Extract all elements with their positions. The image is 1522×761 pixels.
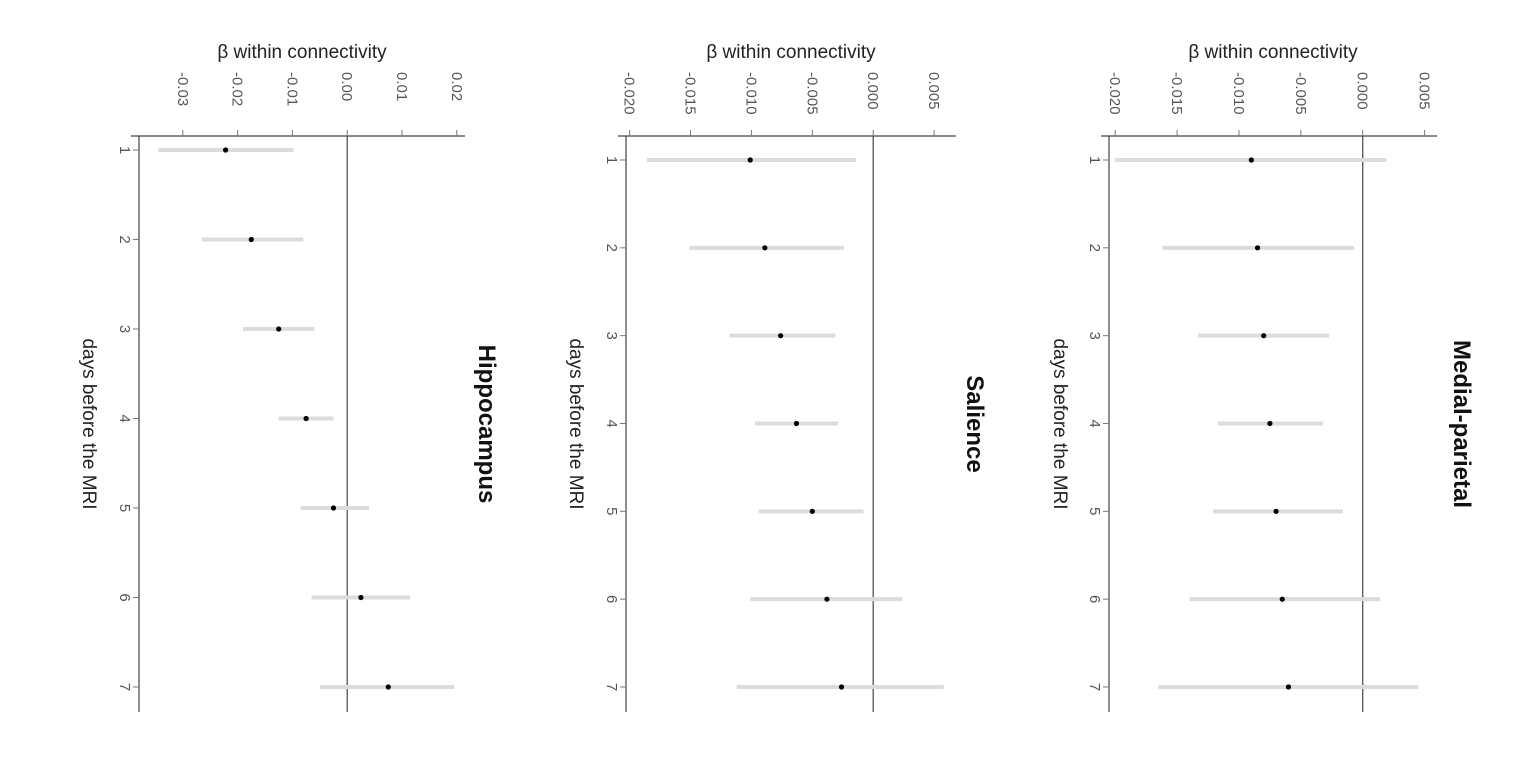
estimate-point <box>809 508 815 514</box>
value-tick-label: 0.005 <box>1416 72 1433 110</box>
estimate-point <box>1279 596 1285 602</box>
category-tick-label: 2 <box>116 235 133 243</box>
value-axis-title: β within connectivity <box>217 42 387 63</box>
category-tick-label: 7 <box>603 683 620 691</box>
estimate-point <box>330 505 337 511</box>
category-tick-label: 3 <box>116 325 133 333</box>
category-axis-title: days before the MRI <box>565 338 586 509</box>
panel-title: Hippocampus <box>473 345 500 504</box>
category-tick-label: 1 <box>116 146 133 154</box>
category-tick-label: 5 <box>603 507 620 515</box>
category-tick-label: 6 <box>116 593 133 601</box>
value-tick-label: -0.02 <box>229 72 246 106</box>
value-tick-label: 0.00 <box>338 72 355 101</box>
value-tick-label: 0.005 <box>925 72 942 110</box>
category-tick-label: 4 <box>603 419 620 427</box>
category-tick-label: 3 <box>1086 331 1103 339</box>
estimate-point <box>1254 245 1261 251</box>
estimate-point <box>1267 420 1273 427</box>
estimate-point <box>385 684 391 690</box>
estimate-point <box>838 684 845 690</box>
estimate-point <box>747 157 753 163</box>
category-tick-label: 5 <box>1086 507 1103 515</box>
panel-2: -0.020 -0.015 -0.010 -0.005 0.000 0.005 1 2 3 4 5 6… <box>565 42 988 712</box>
value-axis-title: β within connectivity <box>706 42 876 63</box>
category-axis-title: days before the MRI <box>78 338 99 509</box>
value-tick-label: -0.01 <box>283 72 300 106</box>
estimate-point <box>1285 684 1292 690</box>
estimate-point <box>824 596 830 602</box>
value-tick-label: 0.000 <box>864 72 881 110</box>
value-axis-title: β within connectivity <box>1188 42 1358 63</box>
panel-title: Medial-parietal <box>1448 340 1475 508</box>
value-tick-label: -0.020 <box>1106 72 1123 115</box>
estimate-point <box>222 147 229 153</box>
value-tick-label: 0.02 <box>448 72 465 101</box>
category-tick-label: 5 <box>116 504 133 512</box>
category-tick-label: 6 <box>1086 595 1103 603</box>
value-tick-label: -0.010 <box>742 72 759 115</box>
estimate-point <box>276 326 282 332</box>
panel-title: Salience <box>961 375 988 472</box>
value-tick-label: -0.010 <box>1230 72 1247 115</box>
value-tick-label: -0.005 <box>1292 72 1309 115</box>
value-tick-label: -0.015 <box>1168 72 1185 115</box>
estimate-point <box>793 420 800 427</box>
category-tick-label: 1 <box>603 156 620 164</box>
category-tick-label: 2 <box>1086 244 1103 252</box>
category-tick-label: 3 <box>603 331 620 339</box>
category-tick-label: 6 <box>603 595 620 603</box>
estimate-point <box>778 333 784 339</box>
category-tick-label: 7 <box>116 683 133 691</box>
category-tick-label: 1 <box>1086 156 1103 164</box>
category-tick-label: 4 <box>1086 419 1103 427</box>
category-tick-label: 7 <box>1086 683 1103 691</box>
estimate-point <box>248 236 254 243</box>
value-tick-label: -0.03 <box>174 72 191 106</box>
value-tick-label: -0.005 <box>803 72 820 115</box>
panel-1: -0.020 -0.015 -0.010 -0.005 0.000 0.005 1 2 3 4 5 6… <box>1049 42 1475 712</box>
value-tick-label: 0.000 <box>1354 72 1371 110</box>
value-tick-label: 0.01 <box>393 72 410 101</box>
category-tick-label: 4 <box>116 414 133 422</box>
estimate-point <box>303 415 309 422</box>
value-tick-label: -0.015 <box>682 72 699 115</box>
category-axis-title: days before the MRI <box>1049 338 1070 509</box>
value-tick-label: -0.020 <box>621 72 638 115</box>
estimate-point <box>1261 333 1267 339</box>
estimate-point <box>1273 508 1279 514</box>
category-tick-label: 2 <box>603 244 620 252</box>
panel-3: -0.03 -0.02 -0.01 0.00 0.01 0.02 1 2 3 4 5 6 7 β with… <box>78 42 500 712</box>
estimate-point <box>358 594 364 601</box>
estimate-point <box>1248 157 1254 163</box>
estimate-point <box>762 245 768 251</box>
